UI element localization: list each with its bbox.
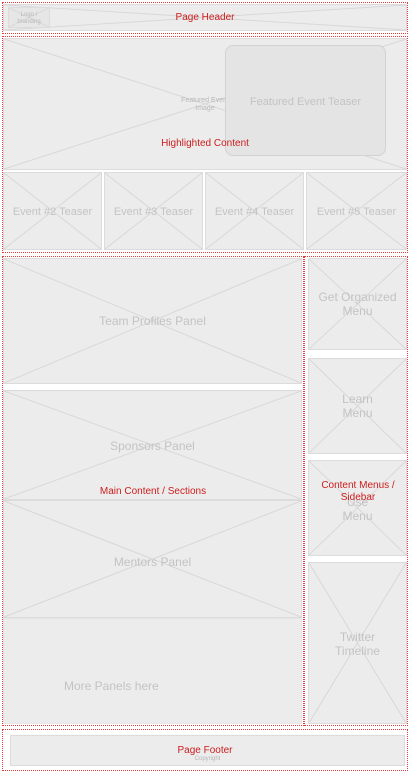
footer-zone-label: Page Footer	[0, 745, 410, 757]
sidebar-zone-label: Content Menus / Sidebar	[308, 480, 408, 504]
main-content-zone-label: Main Content / Sections	[0, 486, 306, 498]
header-zone-label: Page Header	[0, 12, 410, 24]
highlighted-zone-label: Highlighted Content	[0, 138, 410, 150]
